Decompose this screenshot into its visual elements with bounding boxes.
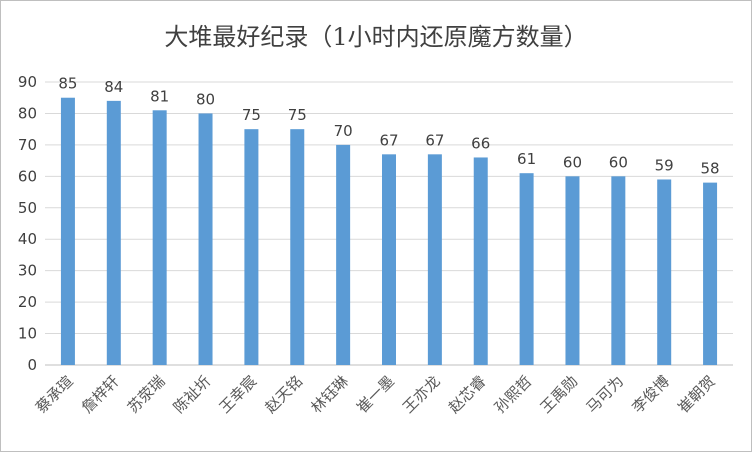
bar [336, 144, 351, 365]
bar [473, 157, 488, 365]
category-label: 赵天铭 [262, 372, 307, 417]
bar [657, 179, 672, 365]
data-label: 61 [517, 150, 536, 168]
data-label: 81 [150, 87, 169, 105]
bar [565, 176, 580, 365]
category-label: 詹梓轩 [78, 372, 123, 417]
bar [427, 154, 442, 365]
category-label: 王亦龙 [399, 372, 444, 417]
bar [106, 100, 121, 365]
y-tick-label: 80 [18, 104, 37, 122]
category-label: 马可为 [583, 372, 628, 417]
y-tick-label: 40 [18, 230, 37, 248]
y-tick-label: 90 [18, 73, 37, 91]
y-tick-label: 20 [18, 293, 37, 311]
bar [290, 129, 305, 365]
bar [703, 182, 718, 365]
y-tick-label: 30 [18, 262, 37, 280]
category-label: 陈祉圻 [170, 372, 215, 417]
category-label: 王幸宸 [216, 372, 261, 417]
category-label: 李俊博 [628, 372, 673, 417]
chart-title: 大堆最好纪录（1小时内还原魔方数量） [164, 23, 587, 51]
data-label: 67 [425, 131, 444, 149]
y-tick-label: 60 [18, 167, 37, 185]
data-labels: 85 84 81 80 75 75 70 67 67 66 61 60 60 59 58 [58, 75, 719, 178]
category-label: 王禹勋 [537, 372, 582, 417]
data-label: 60 [563, 153, 582, 171]
category-label: 崔一墨 [353, 372, 398, 417]
data-label: 84 [104, 78, 123, 96]
data-label: 67 [379, 131, 398, 149]
data-label: 59 [655, 156, 674, 174]
data-label: 58 [701, 160, 720, 178]
bar [152, 110, 167, 365]
data-label: 75 [242, 106, 261, 124]
data-label: 85 [58, 75, 77, 93]
category-label: 孙熙哲 [491, 372, 536, 417]
data-label: 60 [609, 153, 628, 171]
data-label: 75 [288, 106, 307, 124]
y-tick-label: 10 [18, 325, 37, 343]
category-label: 林钰琳 [307, 372, 352, 417]
data-label: 66 [471, 134, 490, 152]
bar [382, 154, 396, 365]
bar [198, 113, 213, 365]
y-tick-label: 70 [18, 136, 37, 154]
bar [519, 173, 534, 365]
category-label: 苏荥瑞 [124, 372, 169, 417]
data-label: 80 [196, 90, 215, 108]
bar [244, 129, 259, 365]
category-label: 崔朝贺 [674, 372, 719, 417]
y-tick-label: 50 [18, 199, 37, 217]
x-axis-category-labels: 蔡承瑄 詹梓轩 苏荥瑞 陈祉圻 王幸宸 赵天铭 林钰琳 崔一墨 王亦龙 赵芯睿 孙熙哲 王禹勋 马可为李… [32, 372, 719, 417]
bar [60, 97, 75, 365]
bar [611, 176, 626, 365]
category-label: 蔡承瑄 [32, 372, 77, 417]
y-axis-tick-labels: 0 10 20 30 40 50 60 70 80 90 [18, 73, 37, 374]
data-label: 70 [334, 122, 353, 140]
category-label: 赵芯睿 [445, 372, 490, 417]
y-tick-label: 0 [27, 356, 37, 374]
bars [60, 97, 718, 365]
